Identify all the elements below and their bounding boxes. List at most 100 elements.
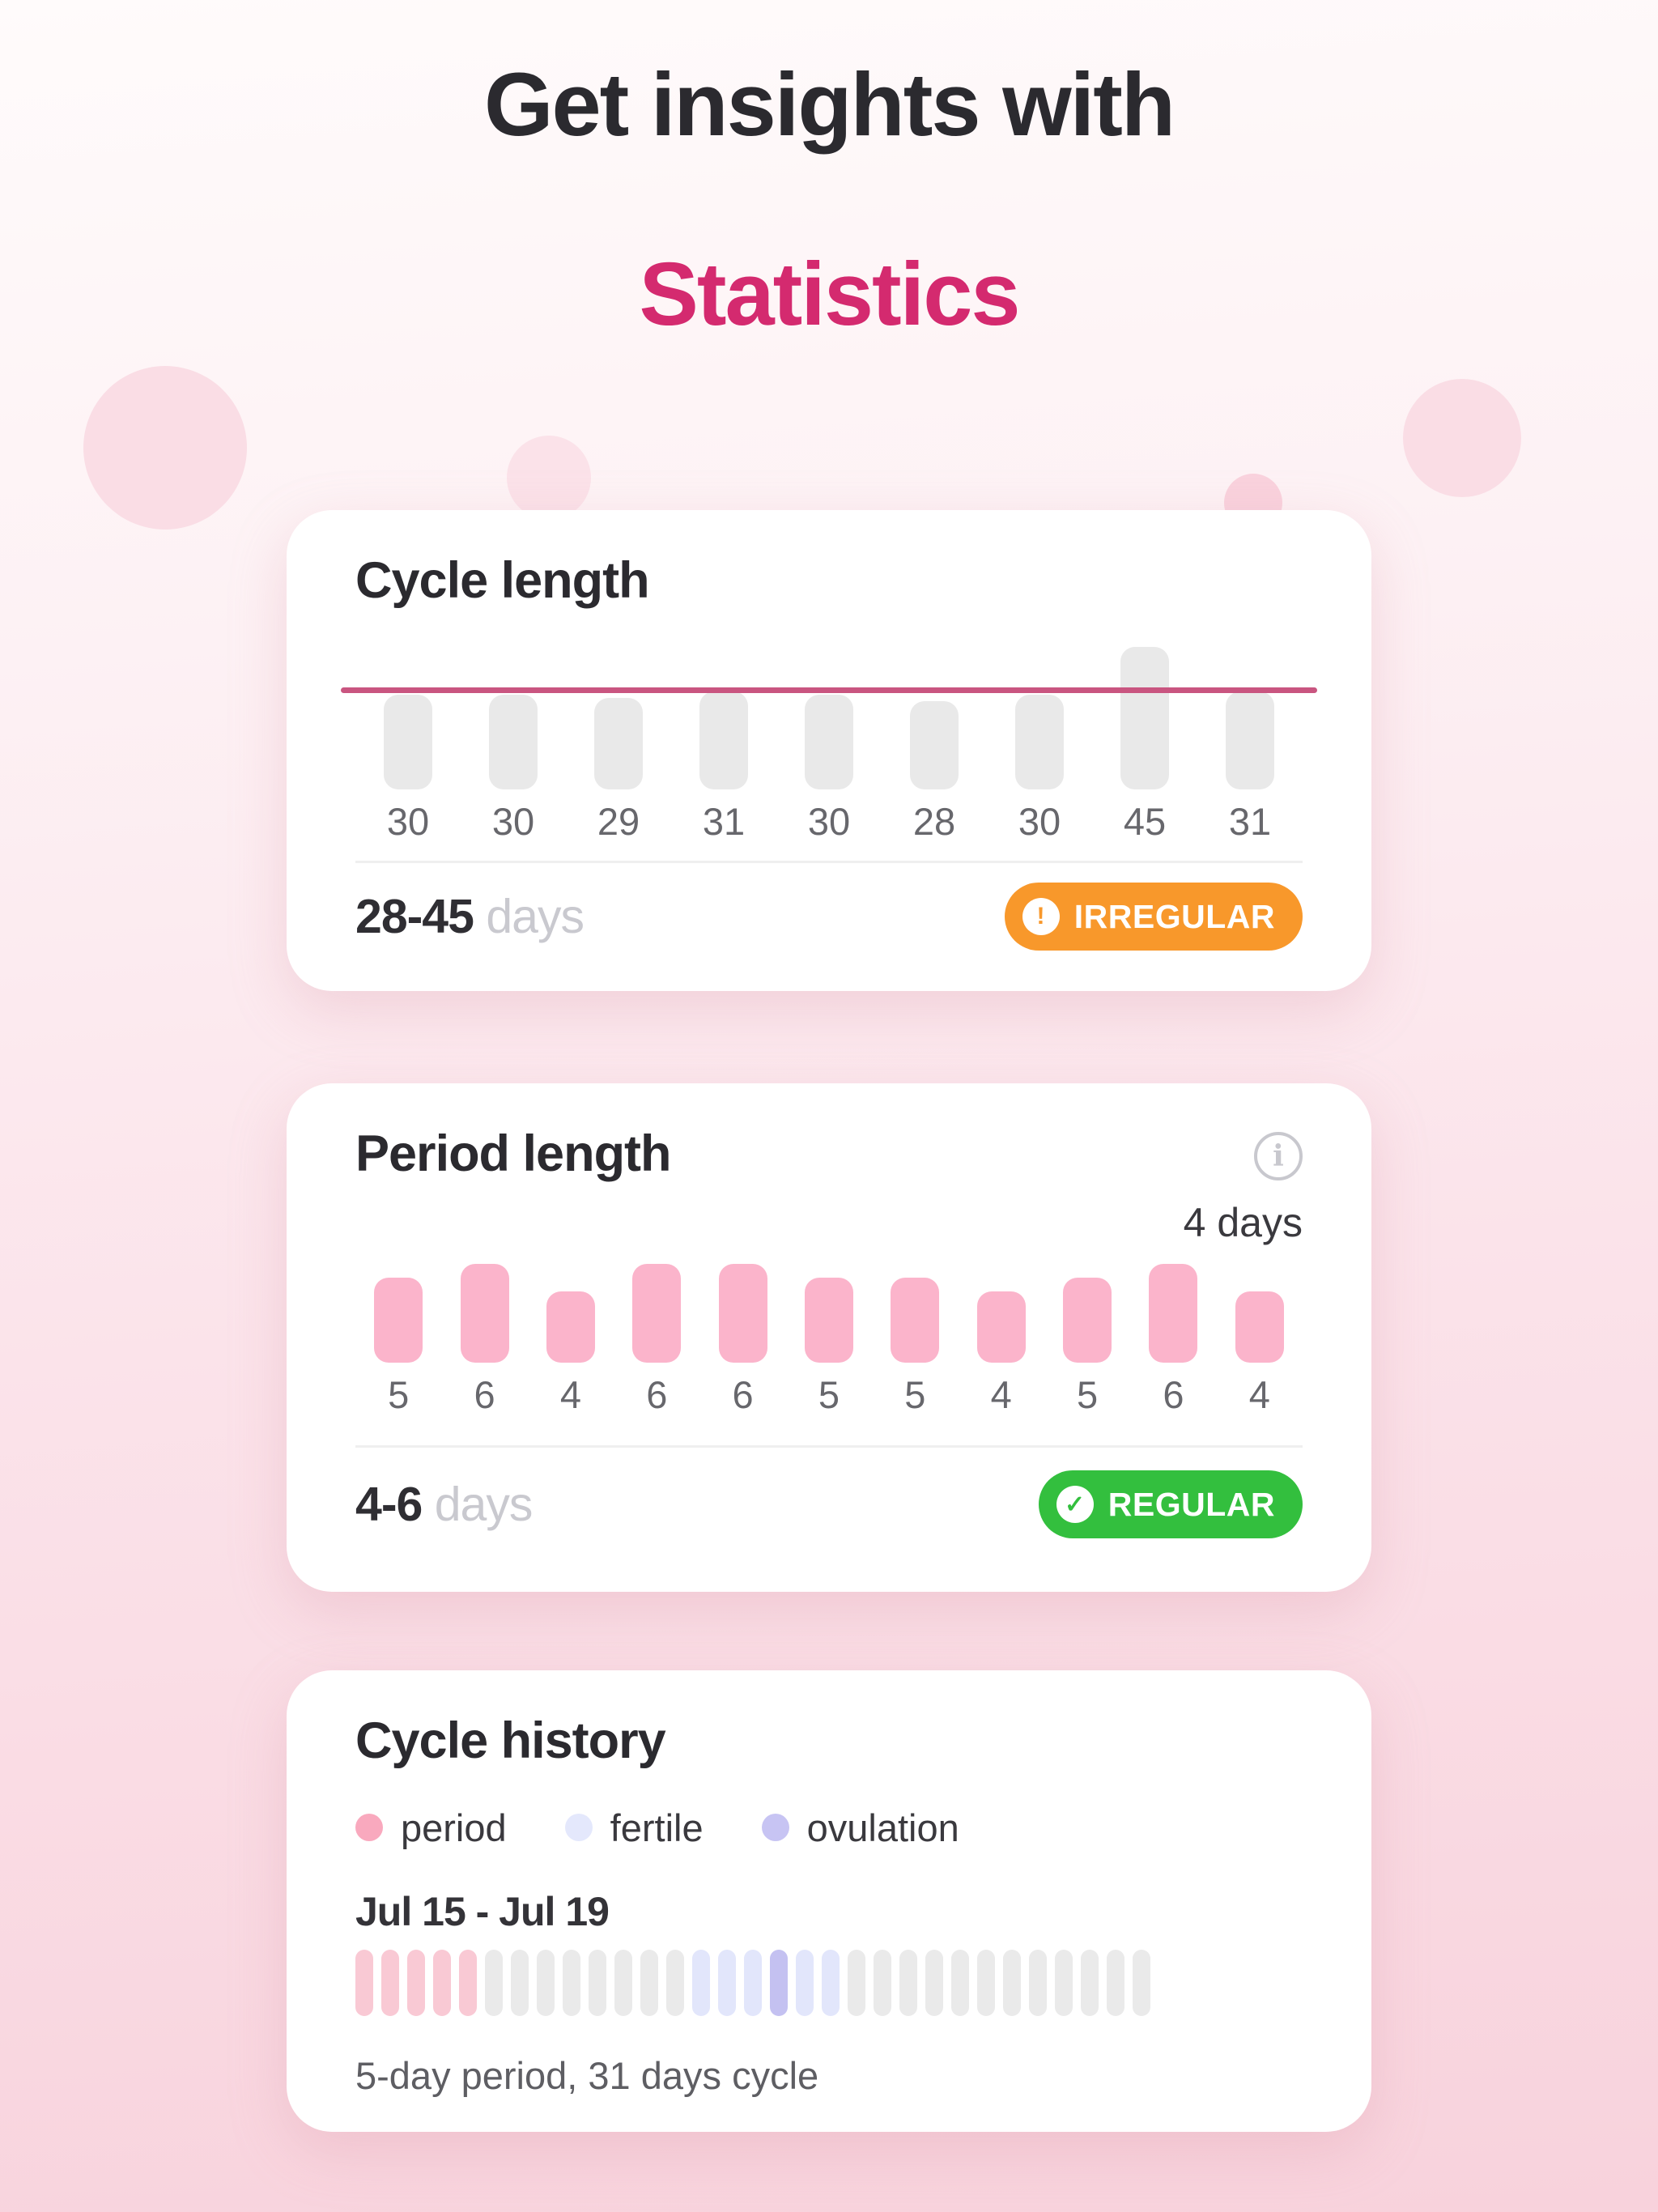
bar — [1149, 1264, 1198, 1363]
bar — [374, 1278, 423, 1363]
bar — [546, 1291, 595, 1363]
bar-label: 45 — [1123, 800, 1167, 843]
day-tick-none — [485, 1950, 503, 2016]
bar-column — [1130, 1264, 1216, 1363]
cycle-threshold-line — [341, 687, 1317, 693]
day-tick-period — [459, 1950, 477, 2016]
day-tick-none — [899, 1950, 917, 2016]
bar — [632, 1264, 682, 1363]
bar-column — [959, 1264, 1044, 1363]
bar-column — [441, 1264, 527, 1363]
regular-badge-label: REGULAR — [1107, 1485, 1275, 1523]
bar — [699, 691, 748, 789]
ovulation-legend-dot — [761, 1814, 789, 1841]
cycle-range: 28-45 days — [355, 889, 585, 944]
bar-label: 5 — [388, 1373, 410, 1416]
bar-label: 29 — [597, 800, 640, 843]
bar-column — [566, 647, 671, 789]
day-tick-fertile — [692, 1950, 710, 2016]
irregular-badge-label: IRREGULAR — [1073, 897, 1275, 935]
cycle-range-unit: days — [486, 890, 585, 943]
check-icon — [1056, 1486, 1094, 1523]
bar — [1226, 691, 1274, 789]
legend-label: fertile — [610, 1806, 704, 1849]
cycle-history-card: Cycle history period fertile ovulation Jul… — [287, 1670, 1371, 2132]
bar-column — [776, 647, 882, 789]
bar — [384, 695, 432, 789]
bar-label: 4 — [990, 1373, 1012, 1416]
day-tick-fertile — [718, 1950, 736, 2016]
day-tick-none — [977, 1950, 995, 2016]
day-tick-period — [433, 1950, 451, 2016]
bar-column — [461, 647, 566, 789]
bar-label: 30 — [386, 800, 430, 843]
decorative-circle — [83, 366, 247, 530]
bar-label: 5 — [818, 1373, 840, 1416]
bar — [718, 1264, 767, 1363]
bar-label: 5 — [904, 1373, 926, 1416]
day-tick-none — [848, 1950, 865, 2016]
bar — [594, 698, 643, 789]
bar-column — [872, 1264, 958, 1363]
day-tick-none — [537, 1950, 555, 2016]
info-icon[interactable]: i — [1254, 1132, 1303, 1180]
period-length-card: Period length i 4 days 5 6 4 6 6 5 5 4 5 6 4 4-6 d… — [287, 1083, 1371, 1592]
divider — [355, 1445, 1303, 1448]
decorative-circle — [507, 436, 591, 520]
bar — [1015, 695, 1064, 789]
cycle-range-value: 28-45 — [355, 890, 474, 943]
bar-column — [786, 1264, 872, 1363]
bar-column — [1217, 1264, 1303, 1363]
bar-label: 31 — [702, 800, 746, 843]
irregular-status-badge: IRREGULAR — [1004, 883, 1303, 951]
day-tick-none — [1081, 1950, 1099, 2016]
bar — [1235, 1291, 1284, 1363]
bar-label: 31 — [1228, 800, 1272, 843]
day-tick-none — [1133, 1950, 1150, 2016]
bar — [489, 695, 538, 789]
bar-column — [671, 647, 776, 789]
period-range-unit: days — [434, 1478, 534, 1531]
day-tick-none — [1055, 1950, 1073, 2016]
period-length-header: Period length i — [355, 1083, 1303, 1183]
bar-label: 6 — [732, 1373, 754, 1416]
period-length-bar-labels: 5 6 4 6 6 5 5 4 5 6 4 — [355, 1372, 1303, 1416]
bar — [976, 1291, 1026, 1363]
bar-label: 30 — [491, 800, 535, 843]
bar-column — [1197, 647, 1303, 789]
page-title-line2: Statistics — [639, 245, 1020, 344]
cycle-length-chart — [341, 647, 1317, 789]
fertile-legend-dot — [564, 1814, 593, 1841]
day-tick-none — [874, 1950, 891, 2016]
day-tick-none — [1029, 1950, 1047, 2016]
day-tick-none — [925, 1950, 943, 2016]
cycle-length-footer: 28-45 days IRREGULAR — [355, 883, 1303, 951]
bar-label: 4 — [1248, 1373, 1270, 1416]
bar-column — [699, 1264, 785, 1363]
exclamation-icon — [1022, 898, 1060, 935]
day-tick-none — [511, 1950, 529, 2016]
bar-label: 6 — [1163, 1373, 1184, 1416]
legend-item-period: period — [355, 1806, 507, 1850]
day-tick-none — [614, 1950, 632, 2016]
bar-label: 6 — [646, 1373, 668, 1416]
bar-column — [614, 1264, 699, 1363]
bar-label: 6 — [474, 1373, 495, 1416]
day-tick-none — [1107, 1950, 1124, 2016]
day-tick-none — [951, 1950, 969, 2016]
bar-column — [1044, 1264, 1130, 1363]
bar — [891, 1278, 940, 1363]
bar — [1063, 1278, 1112, 1363]
bar-label: 30 — [1018, 800, 1061, 843]
cycle-day-ticks — [355, 1950, 1303, 2016]
day-tick-period — [355, 1950, 373, 2016]
bar-column — [355, 1264, 441, 1363]
cycle-history-title: Cycle history — [355, 1712, 666, 1769]
day-tick-none — [1003, 1950, 1021, 2016]
bar-column — [987, 647, 1092, 789]
period-legend-dot — [355, 1814, 383, 1841]
day-tick-none — [563, 1950, 580, 2016]
period-length-title: Period length — [355, 1125, 672, 1182]
bar-column — [882, 647, 987, 789]
